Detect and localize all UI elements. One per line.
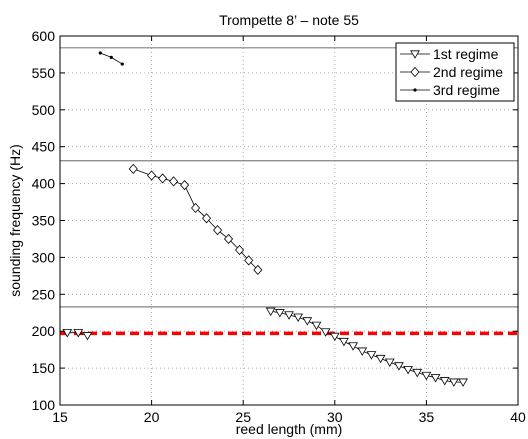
- data-point-1st-regime: [302, 317, 313, 326]
- data-point-1st-regime: [412, 368, 423, 378]
- data-point-1st-regime: [348, 342, 359, 351]
- data-point-1st-regime: [384, 358, 395, 367]
- data-point-1st-regime: [366, 351, 377, 360]
- data-point-1st-regime: [458, 378, 468, 387]
- x-tick-label: 40: [510, 409, 526, 425]
- legend-marker-3rd-regime: [413, 88, 417, 92]
- data-point-2nd-regime: [213, 224, 223, 236]
- data-point-3rd-regime: [109, 55, 113, 60]
- data-point-1st-regime: [82, 332, 93, 341]
- data-point-1st-regime: [357, 347, 368, 356]
- data-point-1st-regime: [62, 329, 73, 338]
- data-point-1st-regime: [339, 337, 349, 347]
- data-point-1st-regime: [329, 332, 340, 342]
- data-point-2nd-regime: [169, 176, 179, 187]
- data-point-1st-regime: [293, 313, 304, 322]
- data-point-2nd-regime: [253, 264, 263, 276]
- data-point-1st-regime: [439, 377, 450, 386]
- data-point-1st-regime: [274, 309, 285, 318]
- data-point-1st-regime: [394, 362, 404, 371]
- data-point-2nd-regime: [235, 244, 245, 256]
- x-tick-label: 30: [327, 409, 343, 425]
- data-point-1st-regime: [403, 365, 413, 375]
- data-point-2nd-regime: [244, 255, 254, 266]
- data-point-3rd-regime: [120, 62, 124, 66]
- x-tick-label: 35: [419, 409, 435, 425]
- x-tick-label: 25: [235, 409, 251, 425]
- data-point-2nd-regime: [202, 213, 212, 224]
- y-tick-label: 200: [32, 323, 56, 339]
- series-line-1st-regime: [270, 310, 464, 383]
- legend-label-1st-regime: 1st regime: [433, 46, 499, 62]
- y-tick-label: 250: [32, 286, 56, 302]
- data-point-2nd-regime: [180, 179, 190, 191]
- data-point-2nd-regime: [224, 233, 234, 245]
- legend-label-2nd-regime: 2nd regime: [433, 64, 503, 80]
- x-axis-label: reed length (mm): [236, 421, 343, 437]
- y-axis-label: sounding frequency (Hz): [7, 144, 23, 297]
- y-tick-label: 150: [32, 360, 56, 376]
- data-point-2nd-regime: [158, 173, 168, 184]
- data-point-1st-regime: [448, 378, 459, 387]
- x-tick-label: 15: [52, 409, 68, 425]
- y-tick-label: 550: [32, 65, 56, 81]
- data-point-1st-regime: [284, 311, 294, 320]
- y-tick-label: 100: [32, 397, 56, 413]
- y-tick-label: 500: [32, 102, 56, 118]
- y-tick-label: 450: [32, 139, 56, 155]
- legend: 1st regime 2nd regime 3rd regime: [395, 42, 515, 102]
- data-point-1st-regime: [430, 374, 441, 383]
- legend-label-3rd-regime: 3rd regime: [433, 82, 500, 98]
- chart-title: Trompette 8’ – note 55: [219, 12, 359, 28]
- y-tick-label: 400: [32, 176, 56, 192]
- y-tick-label: 350: [32, 213, 56, 229]
- x-tick-label: 20: [144, 409, 160, 425]
- y-tick-label: 600: [32, 28, 56, 44]
- data-point-1st-regime: [375, 354, 386, 364]
- legend-marker-1st-regime: [410, 50, 420, 59]
- legend-marker-2nd-regime: [410, 66, 420, 78]
- data-point-2nd-regime: [128, 163, 138, 174]
- data-point-3rd-regime: [98, 51, 102, 55]
- data-point-1st-regime: [421, 371, 432, 381]
- data-point-2nd-regime: [147, 170, 157, 181]
- y-tick-label: 300: [32, 249, 56, 265]
- data-point-1st-regime: [311, 321, 322, 331]
- data-point-1st-regime: [73, 329, 84, 338]
- data-point-1st-regime: [320, 328, 331, 337]
- data-point-1st-regime: [265, 307, 276, 317]
- data-point-2nd-regime: [191, 202, 201, 214]
